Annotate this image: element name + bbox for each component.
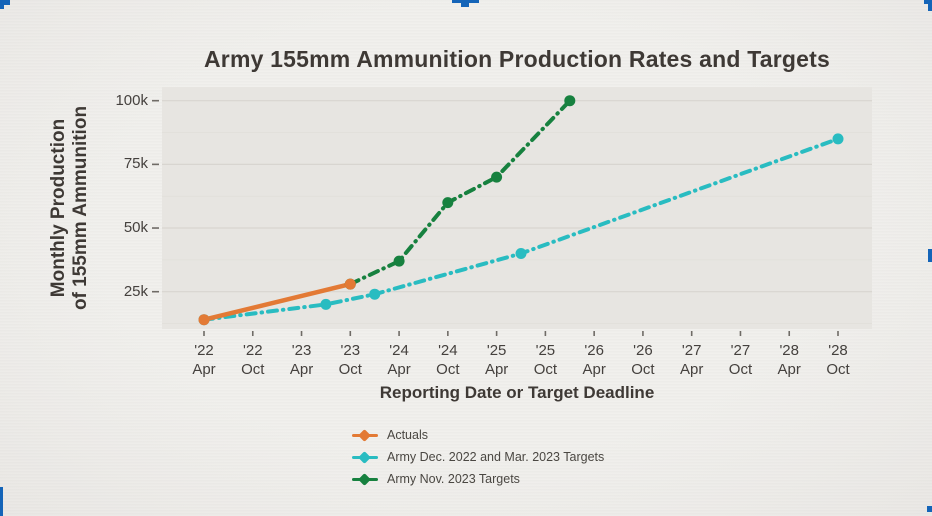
frame-border-top-right-vertical	[928, 0, 932, 11]
x-tick-month: Oct	[826, 361, 850, 378]
chart-title: Army 155mm Ammunition Production Rates a…	[203, 46, 830, 72]
x-tick-month: Oct	[728, 361, 753, 378]
x-tick-month: Apr	[484, 361, 509, 378]
legend-row-nov23-targets: Army Nov. 2023 Targets	[352, 472, 604, 486]
legend-label-dec22-mar23-targets: Army Dec. 2022 and Mar. 2023 Targets	[387, 450, 605, 464]
frame-border-right-middle	[928, 249, 932, 262]
x-tick-year: '25	[486, 342, 507, 359]
x-tick-month: Oct	[338, 361, 362, 378]
legend-label-nov23-targets: Army Nov. 2023 Targets	[387, 472, 520, 486]
x-tick-year: '22	[194, 342, 214, 359]
y-tick-label: 50k	[123, 219, 148, 237]
x-tick-label: '27 Apr	[660, 341, 724, 379]
y-axis-title-line1: Monthly Production	[48, 118, 69, 298]
x-tick-year: '28	[828, 342, 848, 359]
legend-row-dec22-mar23-targets: Army Dec. 2022 and Mar. 2023 Targets	[352, 450, 604, 464]
y-tick-label: 25k	[123, 282, 148, 300]
x-tick-year: '26	[584, 342, 604, 359]
nov23-targets-series-icon	[352, 472, 378, 486]
y-tick-label: 100k	[115, 91, 148, 109]
x-tick-month: Oct	[436, 361, 460, 378]
x-tick-label: '23 Oct	[318, 341, 382, 379]
frame-border-bottom-right	[927, 506, 932, 512]
plot-area	[162, 87, 872, 329]
frame-border-left-bottom	[0, 487, 3, 516]
chart-legend: Actuals Army Dec. 2022 and Mar. 2023 Tar…	[352, 428, 604, 486]
x-tick-label: '27 Oct	[708, 341, 772, 379]
x-tick-month: Apr	[289, 361, 314, 378]
actuals-series-icon	[352, 428, 378, 442]
y-axis-title-line2: of 155mm Ammunition	[70, 105, 91, 311]
x-tick-year: '26	[633, 342, 653, 359]
legend-label-actuals: Actuals	[387, 428, 428, 442]
x-tick-month: Apr	[582, 361, 606, 378]
x-tick-label: '22 Apr	[172, 341, 236, 379]
x-tick-year: '22	[242, 342, 263, 359]
frame-border-top-left-vertical	[0, 0, 4, 9]
x-tick-label: '23 Apr	[270, 341, 334, 379]
x-tick-year: '24	[438, 342, 458, 359]
x-tick-month: Oct	[533, 361, 558, 378]
legend-row-actuals: Actuals	[352, 428, 604, 442]
x-tick-month: Oct	[631, 361, 655, 378]
x-tick-label: '25 Apr	[465, 341, 529, 379]
x-tick-label: '26 Oct	[611, 341, 675, 379]
x-tick-month: Apr	[192, 361, 216, 378]
frame-border-top-center-tab	[461, 0, 469, 7]
x-tick-label: '26 Apr	[562, 341, 626, 379]
x-tick-month: Apr	[777, 361, 801, 378]
x-tick-month: Apr	[680, 361, 704, 378]
x-tick-year: '27	[681, 342, 702, 359]
dec22-mar23-targets-series-icon	[352, 450, 378, 464]
x-tick-label: '28 Oct	[806, 341, 870, 379]
x-tick-year: '27	[730, 342, 751, 359]
x-tick-year: '28	[779, 342, 799, 359]
x-axis-title: Reporting Date or Target Deadline	[379, 383, 655, 402]
x-tick-label: '28 Apr	[757, 341, 821, 379]
x-tick-year: '23	[340, 342, 361, 359]
y-tick-label: 75k	[123, 155, 148, 173]
x-tick-year: '25	[535, 342, 556, 359]
x-tick-month: Oct	[241, 361, 265, 378]
x-tick-year: '23	[291, 342, 312, 359]
y-axis-title: Monthly Production of 155mm Ammunition	[48, 79, 92, 337]
x-tick-label: '25 Oct	[513, 341, 577, 379]
x-tick-label: '22 Oct	[221, 341, 285, 379]
x-tick-year: '24	[389, 342, 409, 359]
x-tick-label: '24 Oct	[416, 341, 480, 379]
frame-border-top-left	[0, 0, 10, 5]
x-tick-month: Apr	[387, 361, 411, 378]
x-tick-label: '24 Apr	[367, 341, 431, 379]
